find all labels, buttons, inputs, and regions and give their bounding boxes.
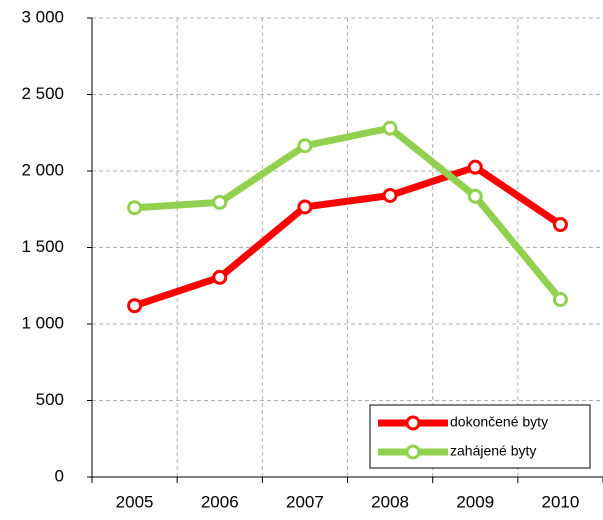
point (212, 194, 228, 210)
x-tick-label: 2010 (542, 492, 580, 511)
x-tick-label: 2009 (456, 492, 494, 511)
legend-marker (405, 415, 421, 431)
x-tick-label: 2005 (116, 492, 154, 511)
legend-label: zahájené byty (450, 443, 536, 459)
point (467, 159, 483, 175)
point (212, 269, 228, 285)
point (297, 138, 313, 154)
series-line (133, 163, 563, 309)
point (382, 187, 398, 203)
legend-marker (405, 444, 421, 460)
y-tick-label: 500 (36, 390, 64, 409)
point (297, 199, 313, 215)
point (467, 188, 483, 204)
x-tick-label: 2006 (201, 492, 239, 511)
legend-label: dokončené byty (450, 414, 548, 430)
y-tick-label: 3 000 (21, 7, 64, 26)
legend-box (369, 404, 591, 469)
y-tick-label: 2 000 (21, 160, 64, 179)
point (382, 120, 398, 136)
point (552, 217, 568, 233)
series-line (134, 124, 564, 302)
x-tick-label: 2008 (371, 492, 409, 511)
point (552, 292, 568, 308)
y-tick-label: 2 500 (21, 84, 64, 103)
y-tick-label: 0 (55, 466, 64, 485)
x-tick-label: 2007 (286, 492, 324, 511)
y-tick-label: 1 000 (21, 313, 64, 332)
point (127, 298, 143, 314)
y-tick-label: 1 500 (21, 237, 64, 256)
point (127, 200, 143, 216)
